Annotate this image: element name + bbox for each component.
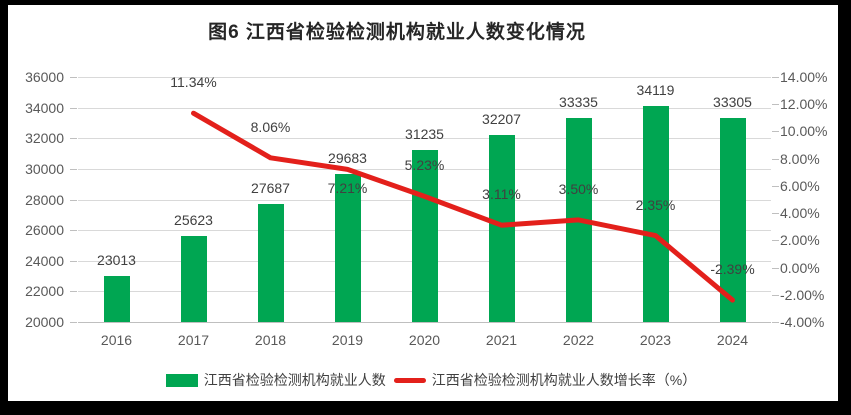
right-axis-label: -2.00% — [780, 286, 825, 303]
right-axis-tick — [772, 77, 779, 78]
right-axis-label: 4.00% — [780, 205, 820, 222]
bar-label: 34119 — [636, 81, 675, 98]
line-swatch-icon — [393, 377, 426, 383]
bar-swatch-icon — [165, 373, 198, 387]
legend-item-growth-rate: 江西省检验检测机构就业人数增长率（%） — [393, 370, 697, 390]
right-axis-tick — [772, 158, 779, 160]
legend-item-employment: 江西省检验检测机构就业人数 — [165, 370, 386, 390]
left-axis-label: 26000 — [25, 222, 64, 239]
right-axis-label: 2.00% — [780, 232, 820, 249]
right-axis-tick — [772, 294, 779, 296]
left-axis-label: 20000 — [25, 314, 64, 330]
x-axis-label-2020: 2020 — [408, 332, 441, 348]
left-axis-label: 36000 — [25, 69, 64, 85]
plot-area: 23013 25623 27687 29683 31235 32207 33335 34119… — [70, 74, 779, 323]
line-label: -2.39% — [710, 261, 755, 278]
right-axis-label: 14.00% — [780, 69, 828, 85]
right-axis: 14.00% 12.00% 10.00% 8.00% 6.00% 4.00% 2.00% 0.… — [780, 69, 850, 330]
bar-2019 — [334, 173, 361, 322]
bar-label: 23013 — [97, 251, 136, 268]
bar-2023 — [642, 105, 669, 322]
x-axis: 2016 2017 2018 2019 2020 2021 2022 2023 2024 — [78, 331, 771, 349]
right-axis-tick — [772, 185, 779, 187]
x-axis-label-2019: 2019 — [331, 332, 364, 348]
line-series — [191, 110, 735, 303]
chart-title: 图6 江西省检验检测机构就业人数变化情况 — [208, 22, 586, 43]
bar-label: 29683 — [328, 149, 367, 166]
left-axis-label: 34000 — [25, 99, 64, 116]
x-axis-label-2022: 2022 — [562, 332, 595, 348]
right-axis-tick — [772, 104, 779, 106]
left-axis-tick — [70, 230, 77, 232]
line-label: 2.35% — [635, 196, 676, 213]
left-axis-tick — [70, 77, 77, 78]
left-axis-tick — [70, 168, 77, 170]
growth-rate-line — [191, 110, 735, 303]
x-axis-label-2016: 2016 — [100, 332, 133, 348]
right-axis-tick — [772, 131, 779, 133]
line-label: 7.21% — [327, 180, 368, 197]
bar-2020 — [411, 149, 438, 322]
gridline — [78, 77, 771, 78]
bar-2021 — [488, 135, 515, 322]
x-axis-label-2021: 2021 — [485, 332, 518, 348]
left-axis-tick — [70, 138, 77, 140]
left-axis-label: 22000 — [25, 283, 64, 300]
gridline — [78, 322, 771, 323]
bar-2016 — [103, 275, 130, 322]
right-axis-tick — [772, 240, 779, 242]
x-axis-label-2017: 2017 — [177, 332, 210, 348]
gridline — [78, 107, 771, 109]
left-axis-label: 24000 — [25, 252, 64, 269]
line-label: 5.23% — [404, 157, 445, 174]
legend-label-growth-rate: 江西省检验检测机构就业人数增长率（%） — [431, 372, 697, 388]
right-axis-label: 12.00% — [780, 96, 828, 113]
right-axis-tick — [772, 267, 779, 269]
line-label: 3.50% — [558, 180, 599, 197]
left-axis-tick — [70, 199, 77, 201]
x-axis-label-2018: 2018 — [254, 332, 287, 348]
right-axis-tick — [772, 213, 779, 215]
legend: 江西省检验检测机构就业人数 江西省检验检测机构就业人数增长率（%） — [16, 370, 846, 390]
right-axis-label: 0.00% — [780, 259, 820, 276]
bar-label: 33335 — [559, 93, 598, 110]
bar-label: 25623 — [174, 211, 213, 228]
left-axis-tick — [70, 260, 77, 262]
left-axis-tick — [70, 322, 77, 323]
left-axis-tick — [70, 291, 77, 293]
chart-figure[interactable]: 图6 江西省检验检测机构就业人数变化情况 23013 25623 27687 2968… — [8, 5, 838, 401]
right-axis-tick — [772, 322, 779, 323]
gridline — [78, 138, 771, 140]
right-axis-label: 8.00% — [780, 150, 820, 167]
line-label: 8.06% — [250, 118, 291, 135]
left-axis-tick — [70, 107, 77, 109]
left-axis-label: 32000 — [25, 130, 64, 147]
bar-2024 — [719, 118, 746, 322]
x-axis-label-2024: 2024 — [716, 332, 749, 348]
left-axis-label: 28000 — [25, 191, 64, 208]
bar-2017 — [180, 235, 207, 322]
line-label: 11.34% — [170, 74, 217, 91]
bar-2018 — [257, 204, 284, 322]
left-axis: 36000 34000 32000 30000 28000 26000 24000 22000… — [16, 69, 68, 330]
right-axis-label: 6.00% — [780, 177, 820, 194]
bar-label: 32207 — [482, 111, 521, 128]
legend-label-employment: 江西省检验检测机构就业人数 — [203, 372, 386, 388]
right-axis-label: -4.00% — [780, 314, 825, 330]
right-axis-label: 10.00% — [780, 123, 828, 140]
left-axis-label: 30000 — [25, 160, 64, 177]
bar-label: 27687 — [251, 180, 290, 197]
bar-label: 31235 — [405, 125, 444, 142]
bar-label: 33305 — [713, 94, 752, 111]
x-axis-label-2023: 2023 — [639, 332, 672, 348]
line-label: 3.11% — [482, 186, 521, 203]
